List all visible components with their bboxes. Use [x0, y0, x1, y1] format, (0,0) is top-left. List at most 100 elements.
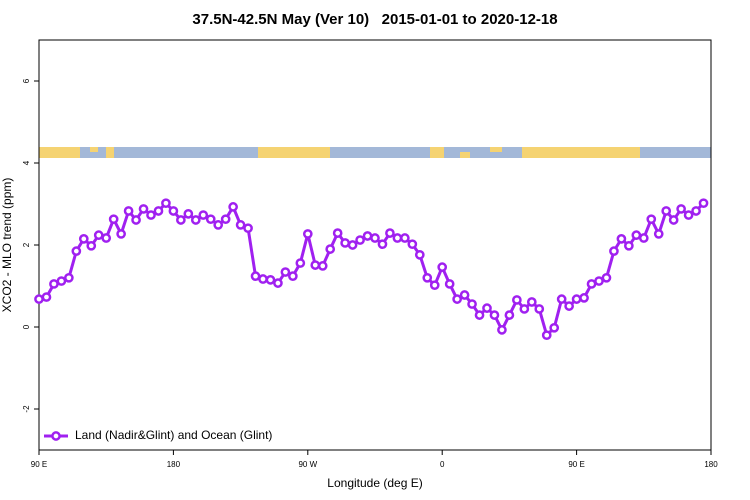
data-point [34, 294, 44, 304]
data-point [295, 258, 306, 268]
y-tick-label: 0 [22, 324, 31, 329]
data-point [317, 261, 328, 271]
y-tick-label: 4 [22, 160, 31, 165]
data-point [385, 228, 395, 238]
y-tick-label: 6 [22, 78, 31, 83]
data-point [601, 272, 612, 283]
data-point [183, 208, 194, 219]
data-point [452, 294, 462, 304]
data-point [176, 215, 186, 225]
data-point [691, 206, 701, 216]
data-point [616, 234, 627, 244]
legend-label: Land (Nadir&Glint) and Ocean (Glint) [75, 428, 272, 442]
data-point [512, 295, 522, 305]
data-point [235, 220, 246, 230]
data-point [377, 239, 388, 250]
data-point [392, 233, 403, 243]
data-point [213, 220, 224, 230]
data-point [676, 204, 686, 214]
data-point [519, 304, 530, 314]
data-point [474, 310, 485, 320]
data-point [168, 206, 179, 216]
data-point [190, 215, 201, 225]
data-point [549, 322, 560, 333]
y-tick-label: 2 [22, 242, 31, 247]
data-point [153, 206, 164, 216]
data-point [683, 210, 694, 220]
data-point [64, 272, 74, 283]
data-point [400, 233, 410, 243]
data-point [131, 215, 141, 225]
data-point [653, 229, 664, 239]
data-point [624, 240, 634, 251]
data-point [534, 304, 545, 314]
data-point [609, 246, 619, 256]
data-point [228, 202, 238, 212]
data-point [220, 214, 231, 225]
data-point [265, 275, 276, 285]
data-point [205, 214, 216, 225]
data-point [332, 228, 343, 238]
data-point [661, 206, 672, 216]
data-point [564, 301, 574, 311]
data-point [273, 278, 283, 288]
data-point [497, 325, 507, 335]
data-point [280, 267, 291, 277]
data-point [482, 303, 492, 313]
data-point [668, 215, 679, 225]
x-tick-label: 90 E [31, 460, 47, 469]
data-point [594, 276, 604, 286]
data-point [631, 230, 642, 241]
x-tick-label: 180 [167, 460, 181, 469]
data-point [146, 210, 156, 220]
data-point [467, 299, 477, 309]
data-point [78, 234, 89, 244]
y-axis-label: XCO2 - MLO trend (ppm) [0, 178, 14, 313]
data-point [108, 214, 119, 225]
data-point [586, 279, 597, 289]
x-tick-label: 90 E [568, 460, 584, 469]
data-point [370, 233, 380, 243]
data-point [422, 272, 433, 283]
data-point [93, 230, 104, 241]
data-point [414, 249, 425, 260]
data-point [49, 279, 59, 289]
data-point [556, 294, 567, 304]
chart-title: 37.5N-42.5N May (Ver 10) 2015-01-01 to 2… [192, 11, 557, 28]
data-point [638, 233, 649, 243]
data-point [101, 233, 112, 243]
data-point [541, 330, 552, 341]
data-point [355, 235, 365, 245]
data-point [161, 198, 171, 209]
data-point [698, 198, 709, 209]
data-point [429, 280, 440, 291]
data-point [138, 204, 149, 214]
data-point [437, 262, 448, 272]
data-point [444, 279, 455, 289]
data-point [123, 206, 134, 216]
data-point [459, 290, 470, 300]
x-tick-label: 90 W [298, 460, 317, 469]
data-point [41, 292, 52, 302]
data-point [288, 271, 298, 282]
data-point [325, 244, 336, 254]
data-point [579, 293, 589, 303]
data-point [646, 214, 657, 225]
data-point [250, 271, 261, 282]
data-point [407, 239, 418, 250]
data-point [347, 240, 358, 250]
data-point [362, 231, 373, 241]
legend-marker [51, 431, 61, 441]
x-axis-label: Longitude (deg E) [327, 476, 422, 490]
data-point [56, 276, 67, 286]
x-tick-label: 180 [704, 460, 718, 469]
data-point [310, 260, 321, 270]
data-point [116, 229, 126, 239]
data-point [504, 310, 515, 320]
data-point [258, 274, 268, 284]
plot-frame [38, 39, 712, 451]
data-point [526, 297, 537, 307]
data-point [71, 246, 82, 256]
y-tick-label: -2 [22, 405, 31, 413]
